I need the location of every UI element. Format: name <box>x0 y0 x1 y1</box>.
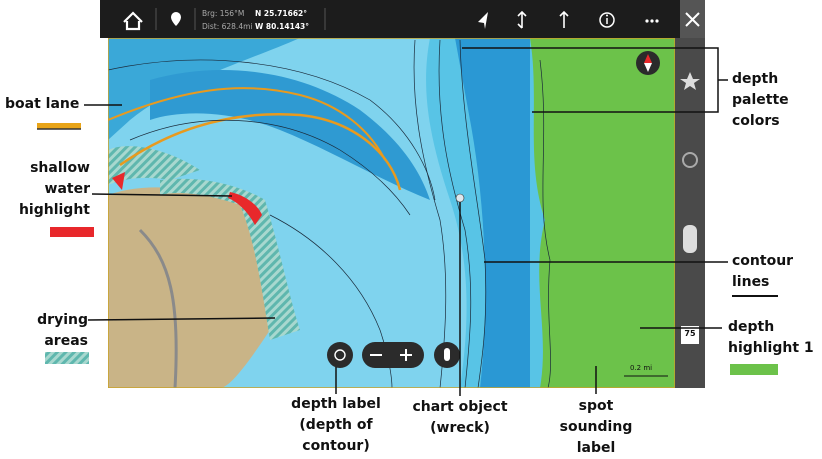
callout-line: boat lane <box>5 94 85 115</box>
callout-line: chart object <box>400 397 520 418</box>
callout: boat lane <box>5 94 85 115</box>
callout-line: shallow <box>0 158 90 179</box>
callout-line: depth <box>732 69 812 90</box>
chart-display <box>0 0 822 458</box>
annotated-screenshot: Brg: 156°M N 25.71662° Dist: 628.4mi W 8… <box>0 0 822 458</box>
callout-line: depth <box>728 317 822 338</box>
callout-line: depth label <box>266 394 406 415</box>
callout-line: highlight <box>0 200 90 221</box>
highlight-swatch <box>730 364 778 375</box>
bearing: Brg: 156°M <box>202 9 244 18</box>
callout-line: (depth of <box>266 415 406 436</box>
callout-line: sounding <box>546 417 646 438</box>
scale-label: 0.2 mi <box>630 364 652 372</box>
callout-line: palette <box>732 90 812 111</box>
latitude: N 25.71662° <box>255 9 307 18</box>
callout-line: highlight 1 <box>728 338 822 359</box>
crosshair-button[interactable] <box>327 342 353 368</box>
speed-value: 75 <box>682 329 698 338</box>
callout-line: spot <box>546 396 646 417</box>
distance: Dist: 628.4mi <box>202 22 252 31</box>
callout-line: contour) <box>266 436 406 457</box>
callout-line: label <box>546 438 646 459</box>
chart-map[interactable] <box>108 38 675 388</box>
callout-line: lines <box>732 272 812 293</box>
shallow-swatch <box>50 227 94 237</box>
callout-line: drying <box>0 310 88 331</box>
more-button[interactable] <box>645 19 658 22</box>
callout: chart object(wreck) <box>400 397 520 439</box>
callout-line: colors <box>732 111 812 132</box>
boat-lane-swatch <box>37 123 81 129</box>
callout-line: contour <box>732 251 812 272</box>
motor-button[interactable] <box>683 225 697 253</box>
callout-line: (wreck) <box>400 418 520 439</box>
callout-line: water <box>0 179 90 200</box>
longitude: W 80.14143° <box>255 22 309 31</box>
drying-swatch <box>45 352 89 364</box>
callout-line: areas <box>0 331 88 352</box>
